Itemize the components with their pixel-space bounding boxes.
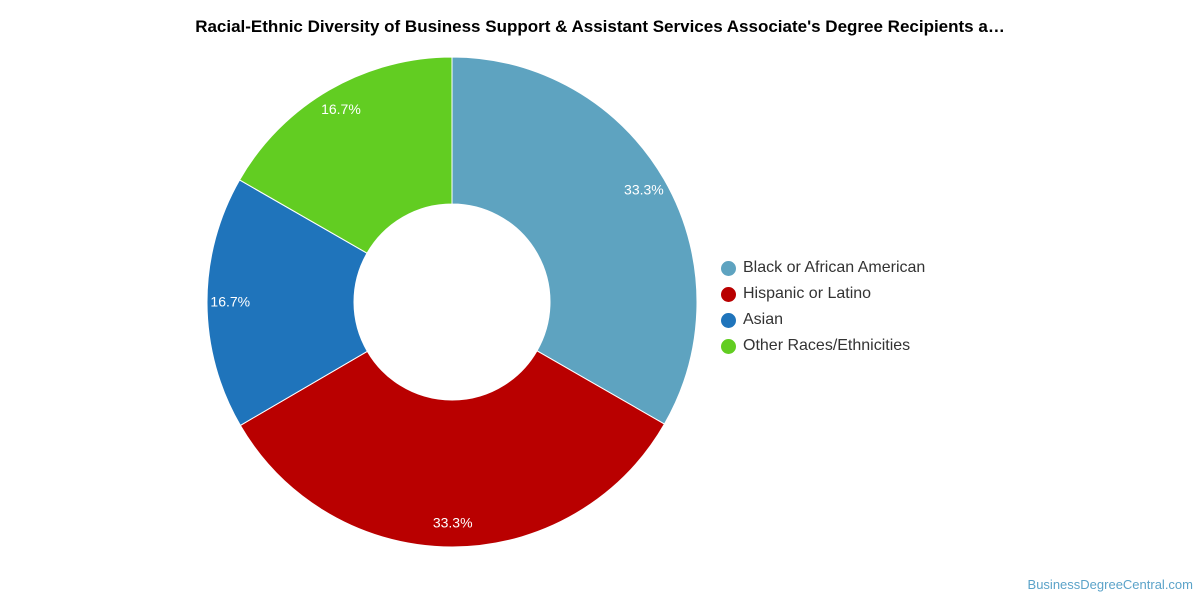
legend-item-hispanic-or-latino[interactable]: Hispanic or Latino [721,281,925,307]
legend-swatch [721,338,736,354]
slice-value-label: 16.7% [321,101,361,117]
chart-title: Racial-Ethnic Diversity of Business Supp… [195,17,1005,36]
slice-value-label: 33.3% [433,514,473,530]
legend-item-other-races-ethnicities[interactable]: Other Races/Ethnicities [721,333,925,359]
legend-swatch [721,286,736,302]
legend-label: Other Races/Ethnicities [743,337,911,354]
slice-value-label: 33.3% [624,182,664,198]
slice-other-races-ethnicities[interactable] [238,56,453,254]
source-link[interactable]: BusinessDegreeCentral.com [1027,577,1193,592]
legend-item-asian[interactable]: Asian [721,307,925,333]
slice-value-label: 16.7% [210,293,250,309]
slice-black-or-african-american[interactable] [451,56,698,425]
legend: Black or African American Hispanic or La… [721,255,925,359]
legend-label: Hispanic or Latino [743,285,872,302]
legend-label: Asian [743,311,784,328]
slice-asian[interactable] [206,179,369,427]
legend-swatch [721,312,736,328]
slice-hispanic-or-latino[interactable] [239,350,666,548]
legend-label: Black or African American [743,259,926,276]
legend-swatch [721,260,736,276]
legend-item-black-or-african-american[interactable]: Black or African American [721,255,925,281]
